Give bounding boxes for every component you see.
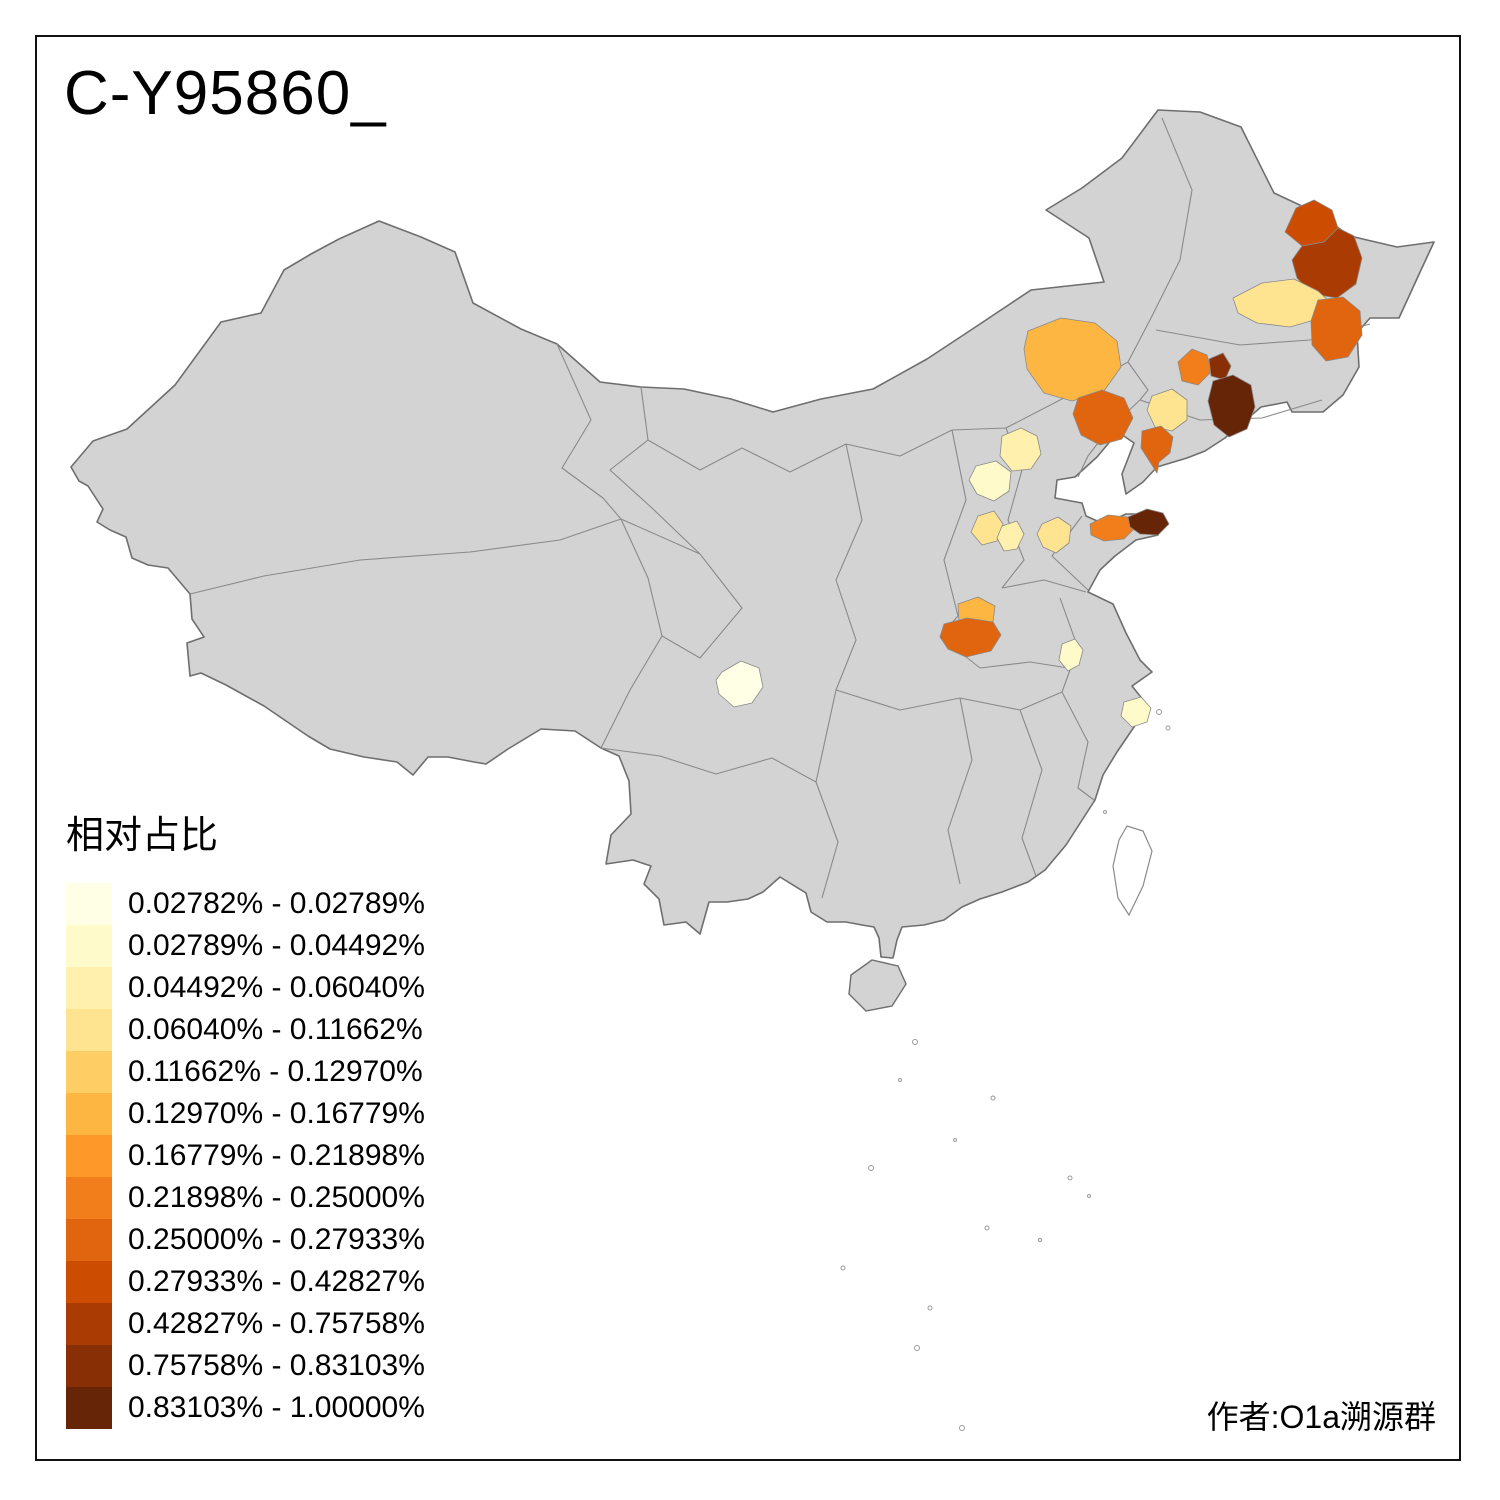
hainan-island [848,959,907,1012]
legend-swatch [66,1051,112,1093]
taiwan-island [1112,825,1153,917]
legend-label: 0.75758% - 0.83103% [128,1349,425,1382]
plot-frame [35,35,1461,1461]
map-region-liaoning-central-pale-yellow [1146,388,1188,432]
legend-swatch [66,1261,112,1303]
author-credit: 作者:O1a溯源群 [1206,1399,1436,1435]
legend-label: 0.83103% - 1.00000% [128,1391,425,1424]
south-china-sea-islands [840,709,1171,1431]
legend-label: 0.06040% - 0.11662% [128,1013,423,1046]
map-region-anhui-north-cream [1058,638,1084,672]
legend-row: 0.75758% - 0.83103% [66,1345,425,1387]
map-region-hebei-south-yellow [970,510,1004,546]
legend-label: 0.27933% - 0.42827% [128,1265,425,1298]
legend-swatch [66,1387,112,1429]
map-region-heilongjiang-north-darkbrown [1291,227,1363,299]
legend-row: 0.12970% - 0.16779% [66,1093,425,1135]
legend-label: 0.02789% - 0.04492% [128,929,425,962]
legend: 相对占比 0.02782% - 0.02789% 0.02789% - 0.04… [66,804,425,1429]
map-region-liaoning-south-orange [1140,425,1174,474]
legend-swatch [66,925,112,967]
legend-row: 0.04492% - 0.06040% [66,967,425,1009]
legend-swatch [66,1009,112,1051]
legend-label: 0.04492% - 0.06040% [128,971,425,1004]
legend-label: 0.12970% - 0.16779% [128,1097,425,1130]
legend-row: 0.02782% - 0.02789% [66,883,425,925]
legend-row: 0.42827% - 0.75758% [66,1303,425,1345]
legend-swatch [66,1177,112,1219]
legend-swatch [66,1093,112,1135]
legend-swatch [66,1345,112,1387]
map-region-shanghai-area-cream [1120,696,1152,728]
legend-label: 0.16779% - 0.21898% [128,1139,425,1172]
china-mainland [70,109,1435,959]
legend-label: 0.21898% - 0.25000% [128,1181,425,1214]
map-region-hebei-central-cream [968,460,1012,502]
map-region-beijing-pale-yellow [999,427,1042,472]
legend-row: 0.27933% - 0.42827% [66,1261,425,1303]
legend-row: 0.02789% - 0.04492% [66,925,425,967]
legend-swatch [66,1219,112,1261]
map-region-hebei-south-yellow-2 [996,520,1025,552]
legend-title: 相对占比 [66,815,219,857]
legend-swatch [66,967,112,1009]
map-region-heilongjiang-east-orange [1310,296,1363,362]
map-region-jilin-small-darkbrown [1208,352,1232,381]
map-region-shandong-tip-darkbrown [1127,508,1170,536]
map-region-shandong-peninsula-orange [1089,514,1136,542]
legend-row: 0.83103% - 1.00000% [66,1387,425,1429]
legend-row: 0.21898% - 0.25000% [66,1177,425,1219]
legend-swatch [66,1303,112,1345]
map-region-jilin-central-darkbrown [1207,374,1256,438]
legend-label: 0.02782% - 0.02789% [128,887,425,920]
legend-row: 0.11662% - 0.12970% [66,1051,425,1093]
legend-swatch [66,883,112,925]
legend-row: 0.06040% - 0.11662% [66,1009,425,1051]
map-region-sichuan-chengdu-cream [715,660,764,708]
legend-label: 0.42827% - 0.75758% [128,1307,425,1340]
legend-row: 0.25000% - 0.27933% [66,1219,425,1261]
legend-swatch [66,1135,112,1177]
map-region-henan-central-orange [939,617,1002,658]
legend-label: 0.11662% - 0.12970% [128,1055,423,1088]
map-region-shandong-west-yellow [1036,516,1072,554]
map-region-liaoning-west-orange [1072,389,1134,446]
legend-label: 0.25000% - 0.27933% [128,1223,425,1256]
page-title: C-Y95860_ [64,59,387,128]
legend-row: 0.16779% - 0.21898% [66,1135,425,1177]
